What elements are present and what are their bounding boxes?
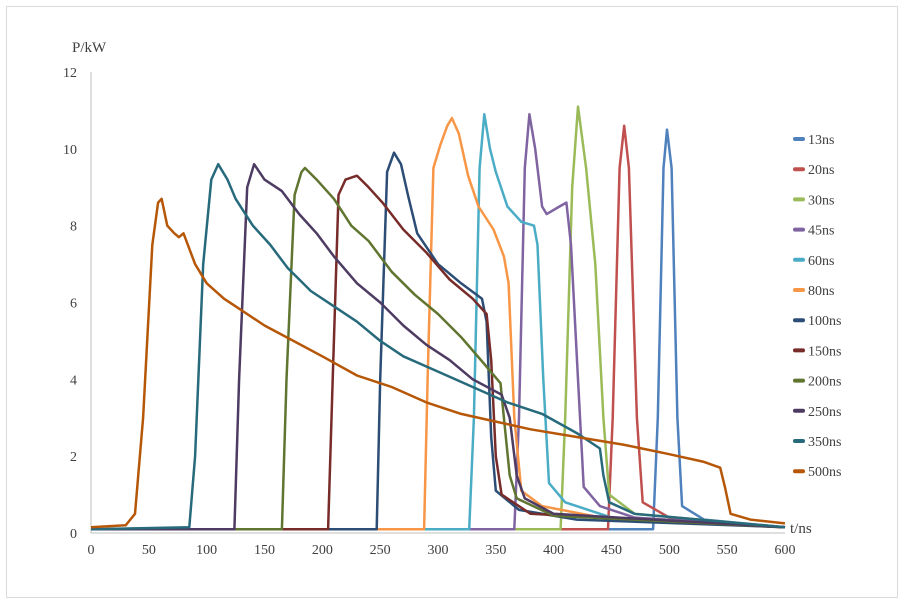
legend-label: 250ns (808, 405, 841, 420)
legend-label: 80ns (808, 284, 834, 299)
legend-item: 45ns (793, 224, 834, 239)
legend-label: 500ns (808, 465, 841, 480)
legend-label: 60ns (808, 254, 834, 269)
y-axis-label: P/kW (72, 40, 107, 56)
x-tick-label: 300 (428, 543, 449, 558)
legend-item: 500ns (793, 465, 841, 480)
series-line-13ns (91, 128, 786, 531)
x-tick-label: 250 (370, 543, 391, 558)
x-tick-label: 50 (142, 543, 156, 558)
legend-item: 150ns (793, 344, 841, 359)
series-line-250ns (91, 162, 786, 531)
legend-label: 200ns (808, 375, 841, 390)
x-tick-label: 100 (196, 543, 217, 558)
x-tick-label: 550 (717, 543, 738, 558)
x-tick-label: 600 (775, 543, 796, 558)
chart-frame (6, 6, 898, 598)
legend-item: 30ns (793, 193, 834, 208)
x-axis-label: t/ns (790, 521, 812, 537)
axes: 0 50 100 150 200 250 300 350 400 450 500 550 600 0 2 4 6… (63, 66, 796, 558)
legend-label: 45ns (808, 224, 834, 239)
legend-item: 60ns (793, 254, 834, 269)
legend-label: 350ns (808, 435, 841, 450)
legend-item: 250ns (793, 405, 841, 420)
series-line-60ns (91, 113, 786, 531)
y-tick-label: 8 (70, 220, 77, 235)
legend-item: 350ns (793, 435, 841, 450)
series-line-80ns (91, 116, 786, 531)
x-tick-label: 150 (254, 543, 275, 558)
y-tick-label: 4 (70, 373, 77, 388)
legend-item: 13ns (793, 133, 834, 148)
legend-item: 80ns (793, 284, 834, 299)
y-tick-label: 6 (70, 297, 77, 312)
x-tick-label: 200 (312, 543, 333, 558)
x-tick-label: 0 (88, 543, 95, 558)
legend-label: 150ns (808, 344, 841, 359)
x-tick-label: 500 (659, 543, 680, 558)
series-line-20ns (91, 124, 786, 531)
legend-item: 20ns (793, 163, 834, 178)
x-tick-label: 400 (543, 543, 564, 558)
y-tick-label: 12 (63, 66, 77, 81)
legend-label: 20ns (808, 163, 834, 178)
x-tick-label: 450 (601, 543, 622, 558)
x-tick-label: 350 (485, 543, 506, 558)
legend-label: 13ns (808, 133, 834, 148)
series-line-500ns (90, 197, 786, 529)
y-tick-label: 2 (70, 450, 77, 465)
series-line-350ns (90, 162, 786, 531)
y-tick-label: 0 (70, 527, 77, 542)
legend: 13ns 20ns 30ns 45ns 60ns 80ns 100ns 150ns 200ns 2… (793, 133, 841, 480)
legend-item: 200ns (793, 375, 841, 390)
y-tick-label: 10 (63, 143, 77, 158)
legend-label: 100ns (808, 314, 841, 329)
series-line-150ns (91, 174, 786, 531)
series-line-200ns (91, 166, 786, 531)
series-line-30ns (91, 105, 786, 531)
legend-label: 30ns (808, 193, 834, 208)
legend-item: 100ns (793, 314, 841, 329)
series-lines (90, 105, 786, 531)
series-line-45ns (91, 113, 786, 531)
